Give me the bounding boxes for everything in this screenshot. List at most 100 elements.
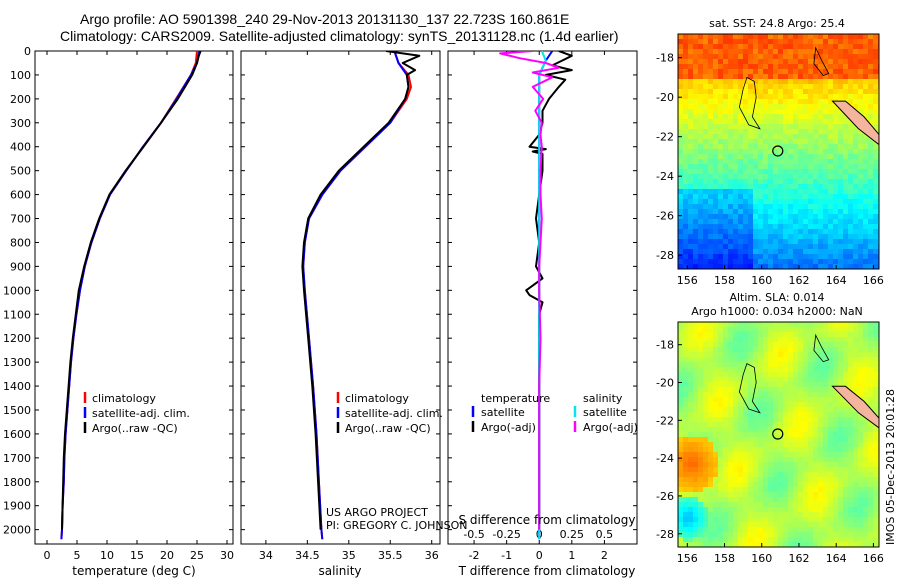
map-cell — [683, 224, 689, 230]
map-cell — [683, 412, 689, 418]
map-cell — [703, 512, 709, 518]
map-cell — [828, 432, 834, 438]
map-cell — [823, 522, 829, 528]
map-cell — [743, 144, 749, 150]
map-cell — [773, 244, 779, 250]
map-cell — [743, 169, 749, 175]
map-cell — [793, 362, 799, 368]
map-cell — [738, 502, 744, 508]
map-cell — [748, 342, 754, 348]
map-cell — [678, 139, 684, 145]
map-cell — [688, 397, 694, 403]
map-cell — [788, 537, 794, 543]
map-cell — [803, 422, 809, 428]
map-cell — [728, 239, 734, 245]
map-cell — [718, 219, 724, 225]
map-cell — [743, 347, 749, 353]
map-cell — [808, 527, 814, 533]
map-cell — [678, 99, 684, 105]
map-cell — [873, 522, 879, 528]
map-cell — [863, 327, 869, 333]
map-cell — [713, 184, 719, 190]
map-cell — [843, 342, 849, 348]
map-cell — [778, 244, 784, 250]
map-cell — [803, 89, 809, 95]
map-cell — [808, 64, 814, 70]
map-x-tick-label: 158 — [714, 274, 735, 287]
map-cell — [813, 322, 819, 328]
map-cell — [763, 517, 769, 523]
map-cell — [848, 352, 854, 358]
map-cell — [733, 377, 739, 383]
map-cell — [763, 39, 769, 45]
map-cell — [793, 174, 799, 180]
map-cell — [688, 234, 694, 240]
map-cell — [803, 472, 809, 478]
map-cell — [848, 69, 854, 75]
temperature-legend: climatology satellite-adj. clim. Argo(..… — [83, 392, 190, 435]
map-cell — [788, 427, 794, 433]
map-cell — [813, 517, 819, 523]
map-cell — [833, 44, 839, 50]
map-cell — [853, 432, 859, 438]
map-cell — [858, 432, 864, 438]
map-cell — [793, 457, 799, 463]
map-cell — [853, 447, 859, 453]
map-cell — [848, 512, 854, 518]
map-cell — [798, 362, 804, 368]
map-cell — [828, 507, 834, 513]
map-cell — [833, 322, 839, 328]
map-cell — [718, 259, 724, 265]
map-cell — [828, 407, 834, 413]
map-cell — [703, 149, 709, 155]
map-cell — [803, 34, 809, 40]
map-cell — [793, 412, 799, 418]
map-cell — [788, 367, 794, 373]
map-cell — [778, 64, 784, 70]
map-cell — [793, 442, 799, 448]
map-cell — [853, 254, 859, 260]
map-cell — [683, 169, 689, 175]
map-cell — [828, 542, 834, 547]
map-cell — [788, 507, 794, 513]
map-cell — [693, 214, 699, 220]
map-cell — [703, 472, 709, 478]
map-cell — [783, 259, 789, 265]
map-cell — [703, 124, 709, 130]
map-cell — [698, 477, 704, 483]
map-cell — [748, 184, 754, 190]
map-cell — [828, 244, 834, 250]
map-cell — [848, 159, 854, 165]
map-cell — [743, 139, 749, 145]
map-cell — [793, 134, 799, 140]
map-cell — [678, 69, 684, 75]
map-cell — [738, 114, 744, 120]
map-cell — [788, 114, 794, 120]
map-cell — [848, 462, 854, 468]
map-cell — [863, 264, 869, 269]
map-cell — [683, 209, 689, 215]
map-cell — [833, 54, 839, 60]
map-cell — [813, 129, 819, 135]
map-cell — [713, 104, 719, 110]
map-cell — [838, 119, 844, 125]
map-cell — [723, 507, 729, 513]
map-cell — [698, 367, 704, 373]
map-cell — [753, 422, 759, 428]
map-cell — [713, 537, 719, 543]
map-cell — [828, 239, 834, 245]
map-cell — [758, 347, 764, 353]
map-cell — [843, 462, 849, 468]
map-cell — [823, 124, 829, 130]
map-cell — [763, 322, 769, 328]
map-cell — [773, 54, 779, 60]
map-cell — [758, 104, 764, 110]
map-cell — [793, 94, 799, 100]
depth-tick-label: 1800 — [3, 476, 31, 489]
map-cell — [718, 382, 724, 388]
map-cell — [853, 234, 859, 240]
map-cell — [828, 224, 834, 230]
map-cell — [768, 224, 774, 230]
map-cell — [738, 94, 744, 100]
map-cell — [863, 492, 869, 498]
